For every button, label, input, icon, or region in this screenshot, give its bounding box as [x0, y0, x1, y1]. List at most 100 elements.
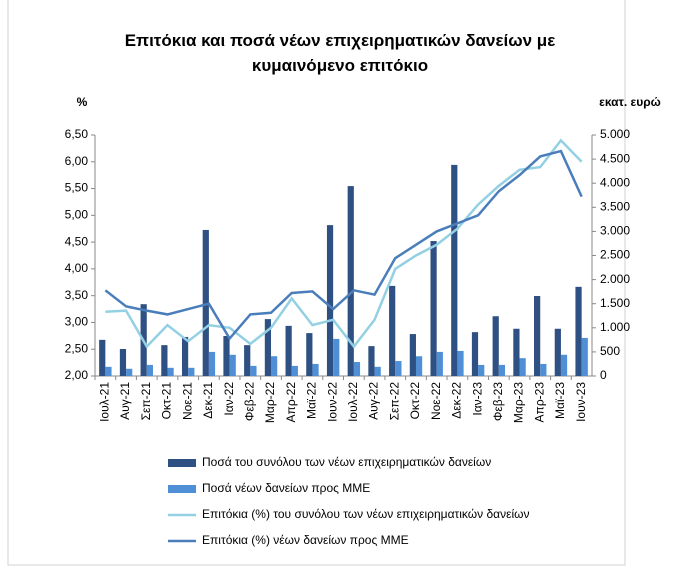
x-tick-label: Ιουν-22 — [325, 382, 339, 422]
bar — [223, 335, 230, 376]
bar — [312, 363, 319, 376]
bar — [181, 336, 189, 376]
y-tick-label: 2,50 — [65, 341, 89, 355]
bar — [229, 354, 236, 376]
bar — [560, 354, 568, 376]
y-tick-label: 3,50 — [65, 288, 89, 302]
x-tick-label: Νοε-22 — [429, 382, 443, 420]
y2-tick-label: 3.000 — [600, 224, 630, 238]
y2-tick-label: 0 — [600, 368, 607, 382]
x-tick-label: Οκτ-22 — [408, 382, 422, 420]
x-tick-label: Ιουλ-22 — [346, 382, 360, 422]
bar — [119, 349, 127, 376]
bar — [451, 164, 458, 376]
bar — [519, 358, 526, 376]
x-tick-label: Απρ-23 — [532, 382, 546, 423]
x-tick-label: Μαϊ-22 — [305, 382, 319, 419]
bar — [409, 334, 416, 376]
bar — [554, 328, 561, 376]
y2-tick-label: 1.000 — [600, 320, 630, 334]
bar — [581, 337, 588, 376]
legend-label: Επιτόκια (%) του συνόλου των νέων επιχει… — [202, 507, 530, 521]
y-tick-label: 4,50 — [65, 234, 89, 248]
x-tick-label: Μαϊ-23 — [553, 382, 567, 419]
bar — [244, 345, 251, 376]
bar — [188, 367, 195, 376]
line — [105, 138, 583, 349]
bar — [105, 366, 112, 376]
y2-tick-label: 4.000 — [600, 175, 630, 189]
x-tick-label: Μαρ-22 — [263, 382, 277, 423]
x-tick-label: Απρ-22 — [284, 382, 298, 423]
bar — [126, 368, 133, 376]
bar — [161, 345, 168, 376]
bar — [457, 350, 464, 376]
y2-tick-label: 3.500 — [600, 199, 630, 213]
bar — [285, 325, 292, 376]
x-tick-label: Ιαν-22 — [222, 382, 236, 416]
bar — [264, 319, 272, 376]
bar — [478, 364, 485, 376]
y-tick-label: 5,50 — [65, 181, 89, 195]
bar — [415, 356, 423, 376]
bar — [291, 365, 298, 376]
bar — [498, 364, 506, 376]
bar — [347, 186, 354, 376]
x-tick-label: Φεβ-22 — [242, 382, 256, 421]
y2-tick-label: 500 — [600, 344, 620, 358]
bar — [540, 363, 547, 376]
bar — [575, 286, 582, 376]
x-tick-label: Ιαν-23 — [470, 382, 484, 416]
y2-tick-label: 4.500 — [600, 151, 630, 165]
y-tick-label: 4,00 — [65, 261, 89, 275]
y-tick-label: 2,00 — [65, 368, 89, 382]
bar — [492, 316, 499, 376]
y-tick-label: 5,00 — [65, 208, 89, 222]
bar — [306, 333, 313, 376]
legend-label: Ποσά του συνόλου των νέων επιχειρηματικώ… — [202, 455, 491, 469]
bar — [353, 362, 361, 376]
bar — [374, 366, 381, 376]
x-tick-label: Ιουν-23 — [574, 382, 588, 422]
bar — [250, 365, 257, 376]
bar — [436, 351, 443, 376]
bar — [99, 339, 106, 376]
y2-tick-label: 5.000 — [600, 127, 630, 141]
line — [104, 149, 583, 341]
bar — [368, 346, 375, 376]
bar — [395, 361, 402, 376]
bar — [471, 332, 479, 376]
y2-tick-label: 2.500 — [600, 248, 630, 262]
y-tick-label: 6,00 — [65, 154, 89, 168]
y-axis-label: % — [77, 95, 88, 109]
x-tick-label: Δεκ-21 — [201, 382, 215, 419]
x-tick-label: Αυγ-22 — [367, 382, 381, 420]
x-tick-label: Ιουλ-21 — [98, 382, 112, 422]
x-tick-label: Οκτ-21 — [160, 382, 174, 420]
bar — [430, 241, 437, 376]
bar — [389, 285, 396, 376]
x-tick-label: Δεκ-22 — [450, 382, 464, 419]
bar — [326, 225, 334, 376]
bar — [208, 351, 216, 376]
bar — [513, 328, 520, 376]
x-tick-label: Νοε-21 — [180, 382, 194, 420]
bar — [333, 338, 340, 376]
x-tick-label: Μαρ-23 — [512, 382, 526, 423]
y-tick-label: 3,00 — [65, 315, 89, 329]
x-tick-label: Σεπ-22 — [387, 382, 401, 421]
bar — [271, 356, 278, 376]
x-tick-label: Φεβ-23 — [491, 382, 505, 421]
bar — [167, 367, 174, 376]
frame — [7, 0, 626, 566]
legend-swatch — [168, 459, 196, 467]
x-tick-label: Αυγ-21 — [118, 382, 132, 420]
legend-swatch — [168, 485, 196, 493]
x-tick-label: Σεπ-21 — [139, 382, 153, 421]
chart-title: Επιτόκια και ποσά νέων επιχειρηματικών δ… — [124, 31, 556, 75]
bar — [146, 364, 153, 376]
y2-tick-label: 2.000 — [600, 272, 630, 286]
y-tick-label: 6,50 — [65, 127, 89, 141]
